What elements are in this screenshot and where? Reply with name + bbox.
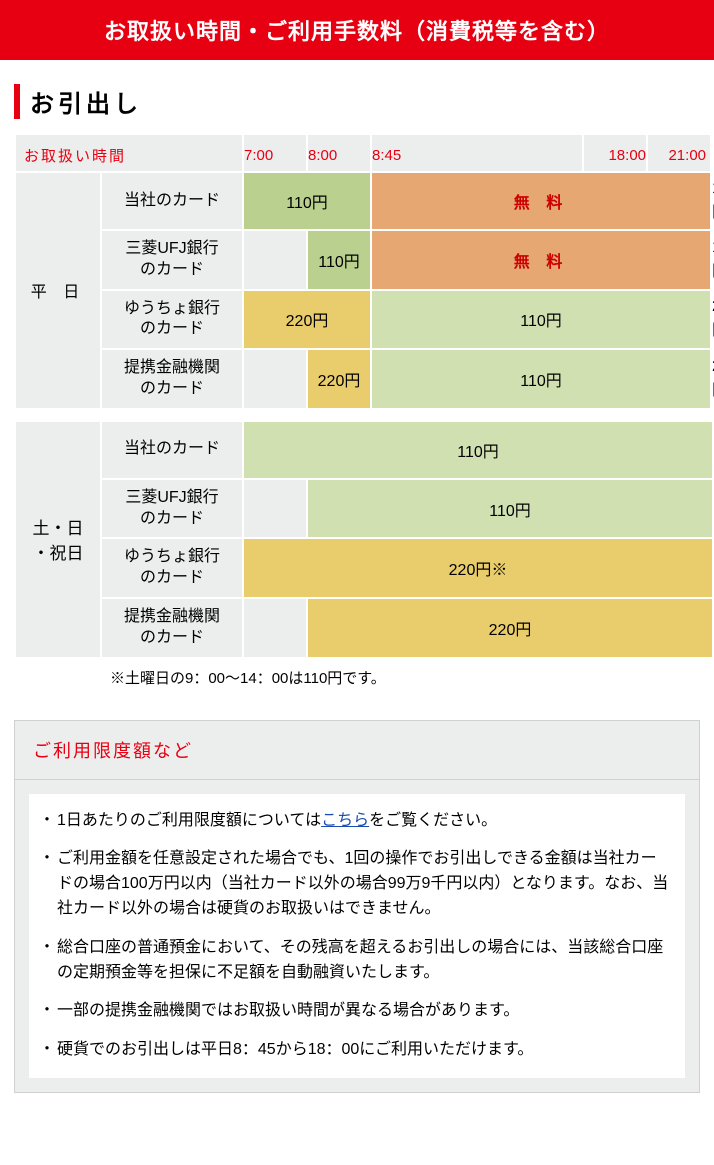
card-label: 三菱UFJ銀行のカード bbox=[102, 480, 242, 538]
list-item: ご利用金額を任意設定された場合でも、1回の操作でお引出しできる金額は当社カードの… bbox=[35, 840, 679, 928]
fee-table: お取扱い時間 7:00 8:00 8:45 18:00 21:00 平 日当社の… bbox=[14, 133, 714, 659]
list-item: 硬貨でのお引出しは平日8：45から18：00にご利用いただけます。 bbox=[35, 1031, 679, 1070]
time-label: お取扱い時間 bbox=[16, 135, 242, 171]
table-row: ゆうちょ銀行のカード220円※ bbox=[16, 539, 712, 597]
fee-cell: 110円 bbox=[244, 422, 712, 478]
table-row: 提携金融機関のカード 220円 bbox=[16, 599, 712, 657]
fee-cell: 110円 bbox=[372, 291, 710, 349]
list-item: 総合口座の普通預金において、その残高を超えるお引出しの場合には、当該総合口座の定… bbox=[35, 929, 679, 993]
info-heading: ご利用限度額など bbox=[15, 721, 699, 780]
fee-cell: 110円 bbox=[308, 231, 370, 289]
info-link[interactable]: こちら bbox=[321, 812, 369, 829]
table-row: 土・日・祝日当社のカード110円 bbox=[16, 422, 712, 478]
table-row: ゆうちょ銀行のカード220円110円220円 bbox=[16, 291, 712, 349]
page-banner: お取扱い時間・ご利用手数料（消費税等を含む） bbox=[0, 0, 714, 60]
daytype-label: 土・日・祝日 bbox=[16, 422, 100, 657]
tick-1800: 18:00 bbox=[584, 135, 646, 171]
fee-cell bbox=[244, 480, 306, 538]
fee-cell: 220円 bbox=[244, 291, 370, 349]
fee-cell: 110円 bbox=[244, 173, 370, 229]
fee-cell: 220円 bbox=[308, 350, 370, 408]
table-row: 三菱UFJ銀行のカード 110円 bbox=[16, 480, 712, 538]
card-label: 三菱UFJ銀行のカード bbox=[102, 231, 242, 289]
tick-800: 8:00 bbox=[308, 135, 370, 171]
table-row: 平 日当社のカード110円無 料110円 bbox=[16, 173, 712, 229]
table-row: 提携金融機関のカード220円110円220円 bbox=[16, 350, 712, 408]
card-label: 提携金融機関のカード bbox=[102, 599, 242, 657]
card-label: ゆうちょ銀行のカード bbox=[102, 539, 242, 597]
list-item: 一部の提携金融機関ではお取扱い時間が異なる場合があります。 bbox=[35, 992, 679, 1031]
info-box: ご利用限度額など 1日あたりのご利用限度額についてはこちらをご覧ください。ご利用… bbox=[14, 720, 700, 1093]
footnote: ※土曜日の9：00〜14：00は110円です。 bbox=[14, 659, 700, 692]
fee-cell bbox=[244, 599, 306, 657]
fee-cell bbox=[244, 350, 306, 408]
card-label: 提携金融機関のカード bbox=[102, 350, 242, 408]
fee-cell bbox=[244, 231, 306, 289]
tick-700: 7:00 bbox=[244, 135, 306, 171]
info-list: 1日あたりのご利用限度額についてはこちらをご覧ください。ご利用金額を任意設定され… bbox=[35, 802, 679, 1070]
card-label: 当社のカード bbox=[102, 173, 242, 229]
table-row: 三菱UFJ銀行のカード110円無 料110円 bbox=[16, 231, 712, 289]
fee-cell: 110円 bbox=[308, 480, 712, 538]
withdrawal-section: お引出し お取扱い時間 7:00 8:00 8:45 18:00 21:00 平… bbox=[0, 60, 714, 698]
card-label: ゆうちょ銀行のカード bbox=[102, 291, 242, 349]
daytype-label: 平 日 bbox=[16, 173, 100, 408]
fee-cell: 220円 bbox=[308, 599, 712, 657]
fee-cell: 220円※ bbox=[244, 539, 712, 597]
fee-cell: 無 料 bbox=[372, 231, 710, 289]
tick-845: 8:45 bbox=[372, 135, 582, 171]
section-title: お引出し bbox=[14, 84, 700, 119]
time-header: お取扱い時間 7:00 8:00 8:45 18:00 21:00 bbox=[16, 135, 712, 171]
card-label: 当社のカード bbox=[102, 422, 242, 478]
fee-cell: 無 料 bbox=[372, 173, 710, 229]
list-item: 1日あたりのご利用限度額についてはこちらをご覧ください。 bbox=[35, 802, 679, 841]
fee-cell: 110円 bbox=[372, 350, 710, 408]
tick-2100: 21:00 bbox=[648, 135, 710, 171]
